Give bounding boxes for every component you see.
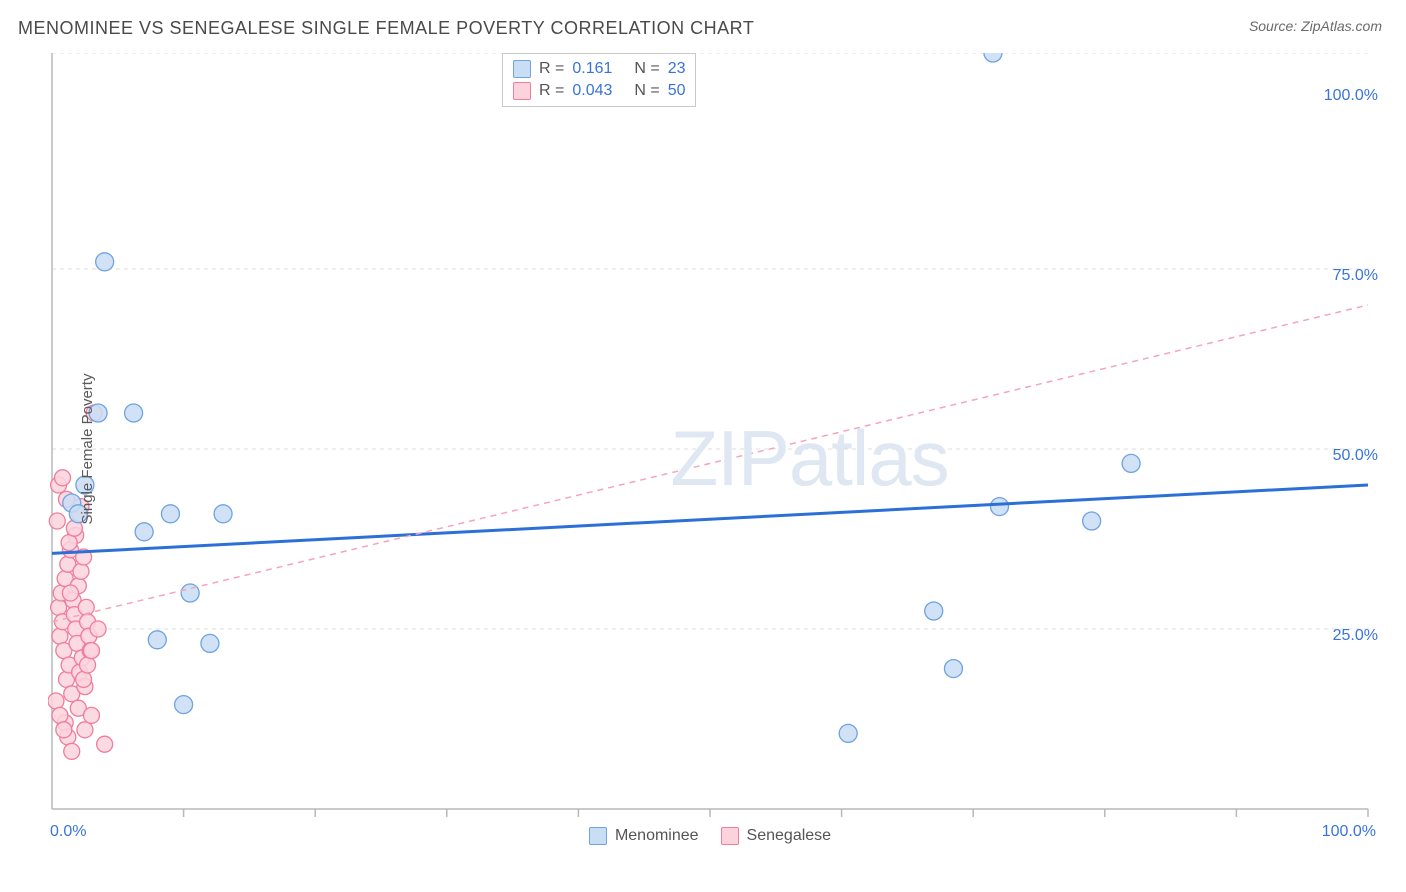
y-tick-label: 100.0% [1324, 87, 1378, 105]
y-tick-label: 75.0% [1333, 267, 1378, 285]
legend-r-value: 0.161 [572, 60, 626, 78]
legend-swatch [513, 60, 531, 78]
legend-series-name: Senegalese [747, 827, 832, 845]
x-axis-max-label: 100.0% [1322, 823, 1376, 841]
legend-swatch [513, 82, 531, 100]
y-axis-label: Single Female Poverty [79, 374, 96, 525]
legend-swatch [721, 827, 739, 845]
legend-series-item: Menominee [589, 827, 699, 845]
source-label: Source: ZipAtlas.com [1249, 18, 1382, 34]
legend-r-label: R = [539, 60, 564, 78]
title-bar: MENOMINEE VS SENEGALESE SINGLE FEMALE PO… [0, 0, 1406, 47]
legend-swatch [589, 827, 607, 845]
chart-area: Single Female Poverty ZIPatlas R =0.161N… [48, 53, 1382, 845]
legend-r-value: 0.043 [572, 82, 626, 100]
series-legend: Menominee Senegalese [48, 827, 1372, 845]
x-axis-min-label: 0.0% [50, 823, 86, 841]
legend-n-label: N = [634, 60, 659, 78]
legend-n-value: 23 [668, 60, 686, 78]
legend-n-label: N = [634, 82, 659, 100]
y-tick-label: 25.0% [1333, 627, 1378, 645]
y-tick-label: 50.0% [1333, 447, 1378, 465]
chart-title: MENOMINEE VS SENEGALESE SINGLE FEMALE PO… [18, 18, 754, 39]
scatter-chart [48, 53, 1372, 823]
legend-r-label: R = [539, 82, 564, 100]
legend-stat-row: R = 0.043 N = 50 [513, 80, 685, 102]
legend-n-value: 50 [668, 82, 686, 100]
correlation-legend: R = 0.161 N = 23 R = 0.043 N = 50 [502, 53, 696, 107]
legend-stat-row: R = 0.161 N = 23 [513, 58, 685, 80]
legend-series-item: Senegalese [721, 827, 832, 845]
legend-series-name: Menominee [615, 827, 699, 845]
